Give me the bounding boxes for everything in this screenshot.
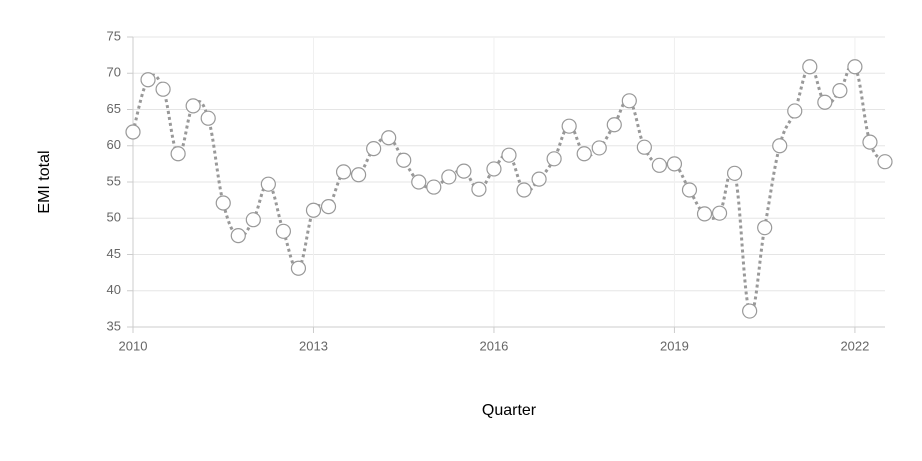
point: [666, 156, 683, 172]
point: [516, 182, 532, 198]
y-tick-label: 45: [107, 246, 121, 261]
point: [275, 223, 291, 239]
point: [787, 103, 803, 119]
point: [471, 181, 487, 197]
point: [140, 72, 156, 88]
x-tick-label: 2022: [840, 338, 869, 353]
y-tick-label: 60: [107, 137, 121, 152]
point: [335, 164, 352, 180]
point: [696, 206, 713, 222]
y-tick-label: 35: [107, 318, 121, 333]
point: [621, 93, 637, 109]
point: [185, 98, 201, 114]
point: [847, 59, 863, 75]
point: [200, 110, 216, 126]
point: [381, 130, 397, 146]
point: [591, 140, 607, 156]
y-tick-label: 40: [107, 282, 121, 297]
point: [711, 205, 728, 221]
point: [456, 163, 472, 179]
point: [606, 117, 622, 133]
point: [742, 303, 758, 319]
x-axis-title: Quarter: [482, 402, 537, 419]
point: [351, 167, 367, 183]
point: [576, 146, 592, 162]
x-tick-label: 2016: [479, 338, 508, 353]
point: [832, 83, 848, 99]
y-tick-label: 50: [107, 210, 121, 225]
point: [426, 179, 442, 195]
point: [366, 141, 382, 157]
x-tick-label: 2010: [119, 338, 148, 353]
point: [396, 152, 412, 168]
point: [501, 147, 517, 163]
y-tick-label: 55: [107, 173, 121, 188]
point: [215, 195, 231, 211]
y-tick-label: 65: [107, 101, 121, 116]
point: [772, 138, 788, 154]
point: [411, 174, 427, 190]
point: [245, 212, 261, 228]
point: [486, 161, 502, 177]
point: [125, 124, 141, 140]
point: [260, 176, 276, 192]
point: [681, 182, 698, 198]
point: [757, 220, 773, 236]
point: [726, 165, 743, 181]
y-tick-label: 70: [107, 65, 121, 80]
point: [305, 202, 322, 218]
point: [441, 169, 457, 185]
point: [546, 151, 562, 167]
x-tick-label: 2019: [660, 338, 689, 353]
point: [561, 118, 577, 134]
point: [802, 59, 818, 75]
line: [131, 63, 887, 314]
y-axis-title: EMI total: [36, 150, 53, 213]
point: [862, 134, 878, 150]
point: [290, 260, 307, 276]
y-tick-label: 75: [107, 28, 121, 43]
point: [320, 199, 337, 215]
point: [531, 171, 547, 187]
point: [230, 228, 246, 244]
point: [877, 154, 893, 170]
point: [170, 146, 186, 162]
point: [817, 94, 833, 110]
point: [636, 139, 652, 155]
x-tick-label: 2013: [299, 338, 328, 353]
point: [155, 81, 171, 97]
point: [651, 157, 668, 173]
